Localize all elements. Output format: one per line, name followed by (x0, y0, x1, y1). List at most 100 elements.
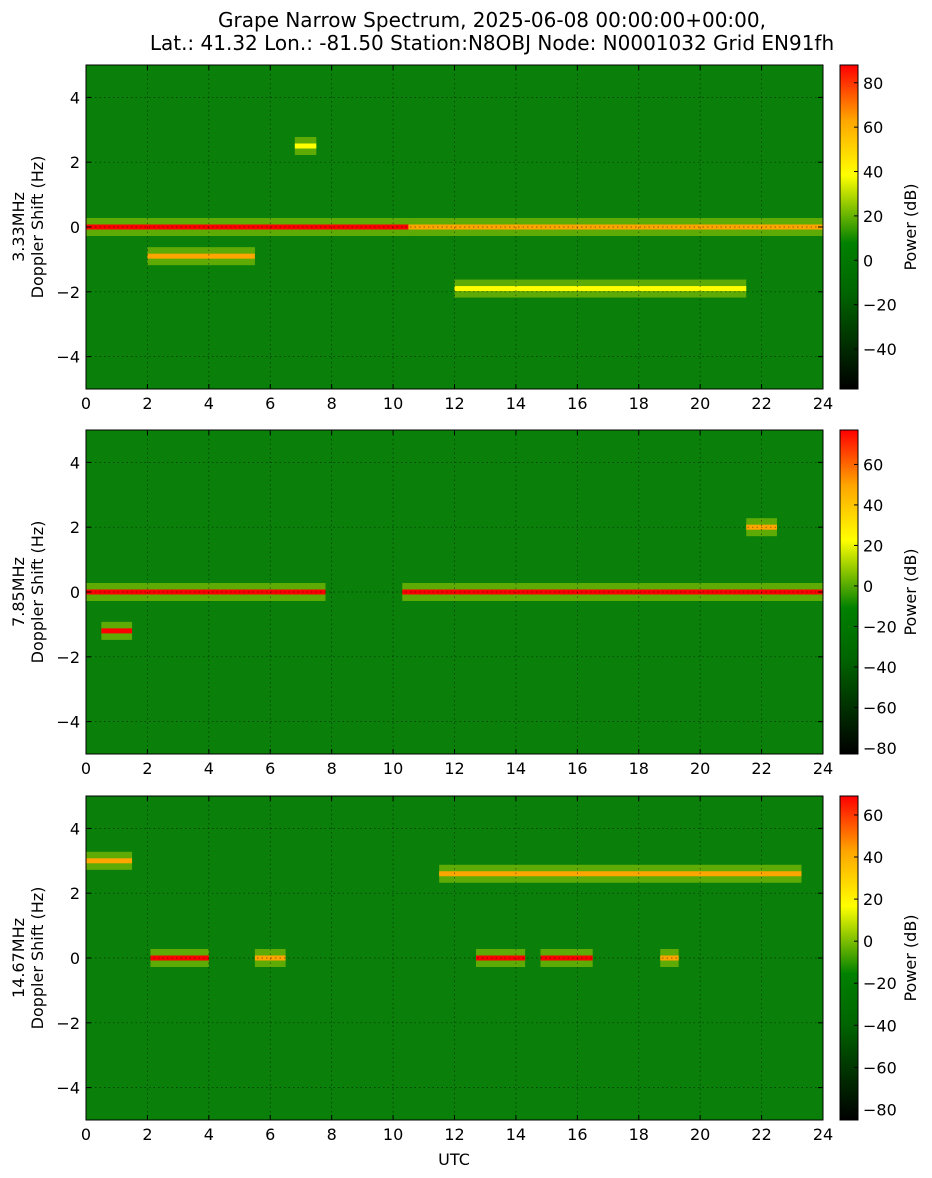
colorbar-label: Power (dB) (901, 914, 920, 1001)
colorbar-tick-label: −20 (863, 617, 897, 636)
x-tick-label: 0 (81, 759, 91, 778)
signal-trace (86, 224, 409, 230)
signal-trace (660, 955, 679, 961)
y-tick-label: −2 (56, 1014, 80, 1033)
y-tick-label: 0 (70, 218, 80, 237)
x-tick-label: 10 (383, 1125, 403, 1144)
x-tick-label: 8 (327, 759, 337, 778)
colorbar-tick-label: 40 (863, 163, 883, 182)
x-tick-label: 20 (690, 759, 710, 778)
x-tick-label: 2 (142, 759, 152, 778)
y-tick-label: 2 (70, 518, 80, 537)
colorbar-tick-label: 20 (863, 536, 883, 555)
signal-trace (408, 224, 823, 230)
x-axis-label: UTC (438, 1150, 470, 1169)
figure-title-line2: Lat.: 41.32 Lon.: -81.50 Station:N8OBJ N… (150, 31, 834, 55)
x-tick-label: 24 (813, 1125, 833, 1144)
signal-trace (439, 871, 802, 877)
x-tick-label: 0 (81, 394, 91, 413)
y-tick-label: 2 (70, 884, 80, 903)
colorbar (839, 64, 859, 390)
x-tick-label: 2 (142, 394, 152, 413)
colorbar-tick-label: −40 (863, 340, 897, 359)
colorbar-tick-label: 80 (863, 74, 883, 93)
x-tick-label: 2 (142, 1125, 152, 1144)
x-tick-label: 8 (327, 394, 337, 413)
y-tick-label: 4 (70, 453, 80, 472)
signal-trace (454, 286, 747, 292)
colorbar-tick-label: 20 (863, 890, 883, 909)
colorbar-tick-label: −20 (863, 296, 897, 315)
colorbar-tick-label: −60 (863, 698, 897, 717)
grid-lines (85, 796, 824, 1120)
signal-trace (147, 253, 255, 259)
signal-trace (150, 955, 209, 961)
colorbar-tick-label: 0 (863, 251, 873, 270)
frequency-label: 7.85MHz (9, 557, 28, 627)
colorbar-tick-label: 0 (863, 577, 873, 596)
colorbar-tick-label: 20 (863, 207, 883, 226)
colorbar-tick-label: 40 (863, 496, 883, 515)
y-tick-label: 4 (70, 819, 80, 838)
x-tick-label: 16 (567, 1125, 587, 1144)
x-tick-label: 14 (506, 759, 526, 778)
x-tick-label: 16 (567, 394, 587, 413)
x-tick-label: 18 (629, 759, 649, 778)
x-tick-label: 24 (813, 759, 833, 778)
colorbar-label: Power (dB) (901, 548, 920, 635)
y-tick-label: −2 (56, 283, 80, 302)
x-tick-label: 14 (506, 394, 526, 413)
x-tick-label: 0 (81, 1125, 91, 1144)
x-tick-label: 4 (204, 394, 214, 413)
y-axis-label: Doppler Shift (Hz) (28, 156, 47, 299)
colorbar-tick-label: 60 (863, 806, 883, 825)
x-tick-label: 14 (506, 1125, 526, 1144)
x-tick-label: 6 (265, 759, 275, 778)
x-tick-label: 22 (751, 1125, 771, 1144)
colorbar-tick-label: −80 (863, 739, 897, 758)
x-tick-label: 18 (629, 394, 649, 413)
x-tick-label: 18 (629, 1125, 649, 1144)
y-axis-label: Doppler Shift (Hz) (28, 887, 47, 1030)
x-tick-label: 20 (690, 1125, 710, 1144)
x-tick-label: 16 (567, 759, 587, 778)
signal-traces (86, 851, 802, 967)
signal-trace (101, 628, 133, 634)
y-tick-label: −2 (56, 648, 80, 667)
signal-trace (294, 143, 317, 149)
colorbar-tick-label: −40 (863, 658, 897, 677)
colorbar-label: Power (dB) (901, 183, 920, 270)
x-tick-label: 22 (751, 394, 771, 413)
signal-trace (540, 955, 593, 961)
x-tick-label: 4 (204, 1125, 214, 1144)
colorbar-tick-label: 60 (863, 118, 883, 137)
x-tick-label: 12 (444, 759, 464, 778)
colorbar-tick-label: −60 (863, 1058, 897, 1077)
colorbar-tick-label: −20 (863, 974, 897, 993)
y-tick-label: 2 (70, 153, 80, 172)
colorbar-tick-label: −40 (863, 1016, 897, 1035)
colorbar (839, 795, 859, 1121)
y-tick-label: 0 (70, 949, 80, 968)
x-tick-label: 6 (265, 1125, 275, 1144)
figure-title-line1: Grape Narrow Spectrum, 2025-06-08 00:00:… (218, 8, 766, 32)
x-tick-label: 24 (813, 394, 833, 413)
x-tick-label: 12 (444, 394, 464, 413)
x-tick-label: 10 (383, 759, 403, 778)
colorbar (839, 429, 859, 755)
colorbar-tick-label: 0 (863, 932, 873, 951)
frequency-label: 14.67MHz (9, 918, 28, 998)
x-tick-label: 6 (265, 394, 275, 413)
frequency-label: 3.33MHz (9, 192, 28, 262)
signal-trace (86, 589, 326, 595)
x-tick-label: 8 (327, 1125, 337, 1144)
y-axis-label: Doppler Shift (Hz) (28, 521, 47, 664)
y-tick-label: −4 (56, 1079, 80, 1098)
y-tick-label: 0 (70, 583, 80, 602)
x-tick-label: 12 (444, 1125, 464, 1144)
y-tick-label: −4 (56, 713, 80, 732)
